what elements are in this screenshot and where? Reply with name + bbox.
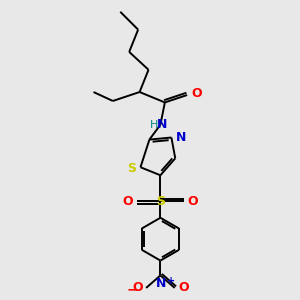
Text: O: O [178,281,189,294]
Text: O: O [122,195,133,208]
Text: S: S [127,162,136,175]
Text: N: N [176,131,186,144]
Text: +: + [167,276,175,286]
Text: −: − [126,282,138,296]
Text: H: H [150,120,158,130]
Text: O: O [191,87,202,100]
Text: N: N [157,118,168,131]
Text: S: S [156,195,165,208]
Text: O: O [188,195,198,208]
Text: N: N [156,277,166,290]
Text: O: O [132,281,142,294]
